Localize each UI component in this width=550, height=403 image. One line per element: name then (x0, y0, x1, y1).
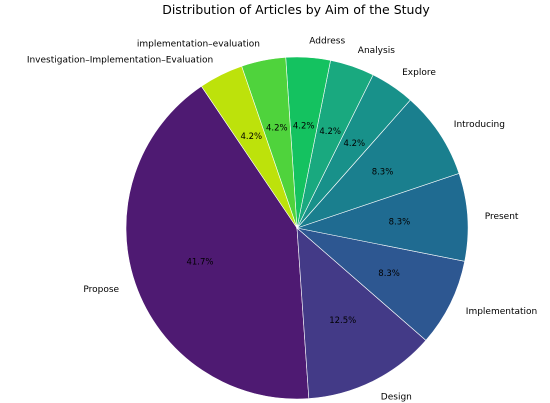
category-label-analysis: Analysis (358, 46, 395, 56)
category-label-explore: Explore (402, 68, 436, 78)
category-labels: Propose Design Implementation Present Introd… (27, 36, 537, 402)
pct-label-propose: 41.7% (186, 257, 213, 267)
pct-label-implementation-evaluation: 4.2% (266, 123, 288, 133)
pct-label-address: 4.2% (293, 122, 315, 132)
pie-slice-introducing (296, 99, 460, 229)
pct-label-analysis: 4.2% (319, 127, 341, 137)
category-label-investigation-implementation-evaluation: Investigation–Implementation–Evaluation (27, 56, 213, 66)
pct-label-implementation: 8.3% (378, 269, 400, 279)
category-label-address: Address (309, 36, 345, 46)
category-label-introducing: Introducing (454, 120, 505, 130)
percentage-labels: 41.7%12.5%8.3%8.3%8.3%4.2%4.2%4.2%4.2%4.… (186, 122, 410, 326)
pct-label-explore: 4.2% (343, 139, 365, 149)
pie-slice-design (296, 227, 427, 399)
pct-label-introducing: 8.3% (372, 167, 394, 177)
pct-label-investigation-implementation-evaluation: 4.2% (240, 132, 262, 142)
pie-slices (125, 56, 469, 400)
pie-slice-propose (125, 85, 310, 400)
pie-slice-implementation (295, 227, 466, 341)
category-label-implementation: Implementation (466, 307, 537, 317)
category-label-present: Present (485, 212, 519, 222)
pct-label-design: 12.5% (329, 316, 356, 326)
category-label-design: Design (381, 392, 412, 402)
pct-label-present: 8.3% (389, 217, 411, 227)
category-label-implementation-evaluation: implementation–evaluation (137, 40, 260, 50)
chart-title: Distribution of Articles by Aim of the S… (162, 2, 430, 17)
pie-slice-present (295, 173, 469, 262)
category-label-propose: Propose (83, 285, 119, 295)
pie-slice-investigation-implementation-evaluation (200, 65, 298, 229)
